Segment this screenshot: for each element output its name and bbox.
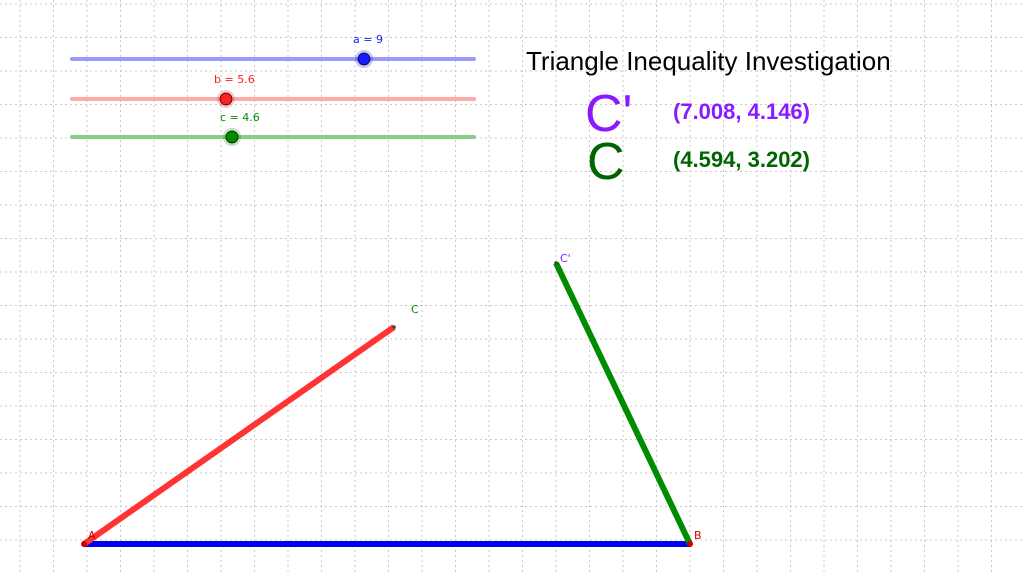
c-coordinates: (4.594, 3.202) — [673, 147, 810, 172]
cprime-coordinates: (7.008, 4.146) — [673, 99, 810, 124]
slider-c-label: c = 4.6 — [220, 111, 260, 124]
slider-b-handle[interactable] — [219, 92, 233, 106]
point-b[interactable] — [687, 541, 693, 547]
segment-bcprime[interactable] — [553, 261, 693, 546]
page-title: Triangle Inequality Investigation — [526, 46, 891, 76]
slider-a-label: a = 9 — [353, 33, 383, 46]
slider-a[interactable]: a = 9 — [70, 33, 476, 68]
segment-ac[interactable] — [82, 324, 396, 547]
point-cprime-label: C' — [560, 252, 571, 265]
slider-b[interactable]: b = 5.6 — [70, 73, 476, 108]
point-cprime[interactable] — [554, 261, 558, 265]
point-a-label: A — [88, 529, 96, 542]
slider-b-label: b = 5.6 — [214, 73, 255, 86]
cprime-big-label: C' — [585, 85, 633, 143]
point-a[interactable] — [81, 541, 87, 547]
slider-c[interactable]: c = 4.6 — [70, 111, 476, 146]
c-big-label: C — [587, 133, 625, 191]
point-c[interactable] — [392, 325, 396, 329]
slider-c-handle[interactable] — [225, 130, 239, 144]
point-b-label: B — [694, 529, 702, 542]
point-c-label: C — [411, 303, 419, 316]
slider-a-handle[interactable] — [357, 52, 371, 66]
